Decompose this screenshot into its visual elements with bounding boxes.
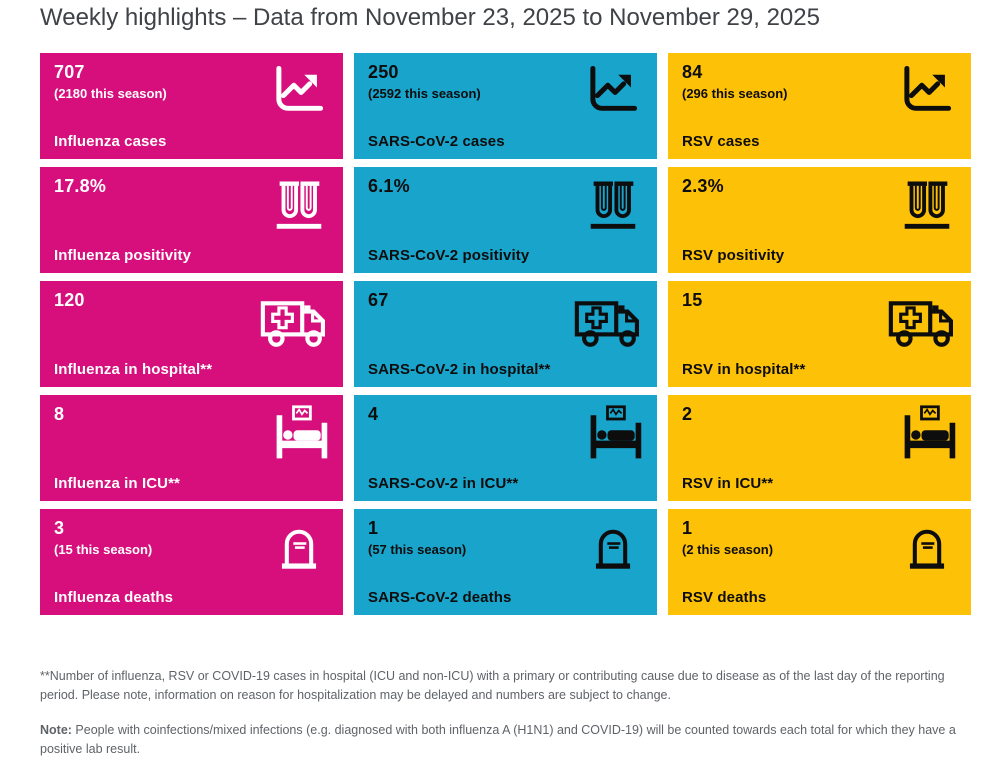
coinfection-footnote-text: People with coinfections/mixed infection… <box>40 722 956 757</box>
highlights-grid: 707 (2180 this season) Influenza cases 2… <box>40 53 971 615</box>
ambulance-icon <box>258 294 334 352</box>
hospitalization-footnote: **Number of influenza, RSV or COVID-19 c… <box>40 669 945 703</box>
stat-label: RSV positivity <box>682 247 785 264</box>
stat-season-note: (2 this season) <box>682 541 774 557</box>
stat-season-note: (57 this season) <box>368 541 467 557</box>
stat-season-note: (15 this season) <box>54 541 153 557</box>
stat-label: RSV in ICU** <box>682 475 774 492</box>
stat-value: 8 <box>54 404 65 424</box>
card-sars-cov-2-in-hospital: 67 SARS-CoV-2 in hospital** <box>354 281 657 387</box>
note-label: Note: <box>40 722 72 737</box>
stat-label: SARS-CoV-2 cases <box>368 133 505 150</box>
card-rsv-deaths: 1 (2 this season) RSV deaths <box>668 509 971 615</box>
stat-label: Influenza in ICU** <box>54 475 180 492</box>
card-rsv-in-icu: 2 RSV in ICU** <box>668 395 971 501</box>
trend-chart-icon <box>267 63 327 121</box>
card-sars-cov-2-cases: 250 (2592 this season) SARS-CoV-2 cases <box>354 53 657 159</box>
test-tubes-icon <box>896 174 958 236</box>
stat-label: Influenza deaths <box>54 589 174 606</box>
footnotes: **Number of influenza, RSV or COVID-19 c… <box>40 667 965 760</box>
trend-chart-icon <box>581 63 641 121</box>
stat-value: 1 <box>368 518 379 538</box>
stat-value: 1 <box>682 518 693 538</box>
card-rsv-cases: 84 (296 this season) RSV cases <box>668 53 971 159</box>
stat-season-note: (2592 this season) <box>368 85 481 101</box>
stat-value: 84 <box>682 62 703 82</box>
coinfection-footnote: Note: People with coinfections/mixed inf… <box>40 721 965 760</box>
stat-value: 6.1% <box>368 176 410 196</box>
ambulance-icon <box>572 294 648 352</box>
card-rsv-positivity: 2.3% RSV positivity <box>668 167 971 273</box>
stat-value: 4 <box>368 404 379 424</box>
stat-label: SARS-CoV-2 in ICU** <box>368 475 519 492</box>
stat-label: SARS-CoV-2 deaths <box>368 589 512 606</box>
stat-label: RSV deaths <box>682 589 767 606</box>
stat-label: Influenza cases <box>54 133 167 150</box>
card-influenza-in-hospital: 120 Influenza in hospital** <box>40 281 343 387</box>
stat-value: 3 <box>54 518 65 538</box>
tombstone-icon <box>273 517 325 579</box>
test-tubes-icon <box>268 174 330 236</box>
card-influenza-positivity: 17.8% Influenza positivity <box>40 167 343 273</box>
trend-chart-icon <box>895 63 955 121</box>
stat-value: 2 <box>682 404 693 424</box>
stat-label: SARS-CoV-2 positivity <box>368 247 530 264</box>
card-sars-cov-2-in-icu: 4 SARS-CoV-2 in ICU** <box>354 395 657 501</box>
stat-label: RSV cases <box>682 133 760 150</box>
stat-value: 2.3% <box>682 176 724 196</box>
stat-label: Influenza positivity <box>54 247 192 264</box>
stat-season-note: (2180 this season) <box>54 85 167 101</box>
stat-value: 120 <box>54 290 85 310</box>
card-rsv-in-hospital: 15 RSV in hospital** <box>668 281 971 387</box>
stat-season-note: (296 this season) <box>682 85 788 101</box>
icu-bed-icon <box>585 404 645 464</box>
stat-label: RSV in hospital** <box>682 361 806 378</box>
stat-label: Influenza in hospital** <box>54 361 213 378</box>
card-influenza-in-icu: 8 Influenza in ICU** <box>40 395 343 501</box>
tombstone-icon <box>587 517 639 579</box>
stat-label: SARS-CoV-2 in hospital** <box>368 361 551 378</box>
stat-value: 67 <box>368 290 389 310</box>
card-sars-cov-2-deaths: 1 (57 this season) SARS-CoV-2 deaths <box>354 509 657 615</box>
icu-bed-icon <box>271 404 331 464</box>
card-influenza-cases: 707 (2180 this season) Influenza cases <box>40 53 343 159</box>
stat-value: 707 <box>54 62 85 82</box>
icu-bed-icon <box>899 404 959 464</box>
stat-value: 17.8% <box>54 176 107 196</box>
card-sars-cov-2-positivity: 6.1% SARS-CoV-2 positivity <box>354 167 657 273</box>
ambulance-icon <box>886 294 962 352</box>
card-influenza-deaths: 3 (15 this season) Influenza deaths <box>40 509 343 615</box>
stat-value: 15 <box>682 290 703 310</box>
test-tubes-icon <box>582 174 644 236</box>
page-title: Weekly highlights – Data from November 2… <box>40 4 820 31</box>
stat-value: 250 <box>368 62 399 82</box>
tombstone-icon <box>901 517 953 579</box>
